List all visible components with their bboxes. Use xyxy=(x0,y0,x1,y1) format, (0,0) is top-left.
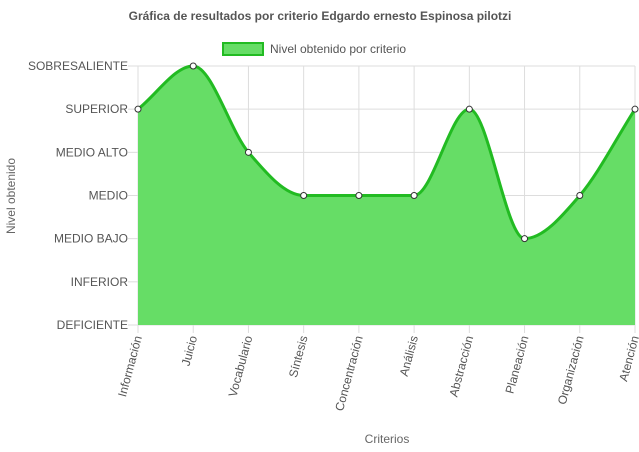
data-point[interactable] xyxy=(576,192,584,199)
y-tick-label: SUPERIOR xyxy=(65,102,128,116)
legend-label[interactable]: Nivel obtenido por criterio xyxy=(270,42,406,56)
data-point[interactable] xyxy=(631,105,639,113)
data-point[interactable] xyxy=(410,192,418,199)
x-tick-label: Juicio xyxy=(179,334,201,368)
legend-swatch[interactable] xyxy=(222,42,264,56)
data-point[interactable] xyxy=(521,235,529,243)
legend[interactable]: Nivel obtenido por criterio xyxy=(222,42,406,56)
y-tick-label: MEDIO xyxy=(89,189,128,203)
x-tick-label: Concentración xyxy=(332,334,366,412)
x-axis-title: Criterios xyxy=(365,432,410,446)
y-tick-label: DEFICIENTE xyxy=(57,318,128,332)
x-tick-label: Análisis xyxy=(397,334,421,378)
y-tick-label: MEDIO BAJO xyxy=(54,232,128,246)
y-tick-label: MEDIO ALTO xyxy=(56,145,128,159)
data-point[interactable] xyxy=(134,105,142,113)
x-tick-label: Abstracción xyxy=(446,334,476,398)
data-point[interactable] xyxy=(465,105,473,113)
y-axis-title: Nivel obtenido xyxy=(4,158,18,234)
data-point[interactable] xyxy=(300,192,308,199)
x-tick-label: Organización xyxy=(555,334,587,406)
data-points xyxy=(134,62,639,243)
x-axis-ticks: Información Juicio Vocabulario Síntesis Conc… xyxy=(115,334,639,413)
data-point[interactable] xyxy=(355,192,363,199)
x-tick-label: Planeación xyxy=(503,334,532,395)
y-tick-label: SOBRESALIENTE xyxy=(28,59,128,73)
y-axis-ticks: DEFICIENTE INFERIOR MEDIO BAJO MEDIO MEDIO A… xyxy=(28,59,128,332)
data-point[interactable] xyxy=(244,148,252,156)
data-point[interactable] xyxy=(189,62,197,70)
y-tick-label: INFERIOR xyxy=(71,275,129,289)
x-tick-label: Información xyxy=(115,334,145,398)
x-tick-label: Síntesis xyxy=(286,334,311,379)
x-tick-label: Atención xyxy=(616,334,639,383)
chart-title: Gráfica de resultados por criterio Edgar… xyxy=(129,9,512,23)
x-tick-label: Vocabulario xyxy=(226,334,256,399)
